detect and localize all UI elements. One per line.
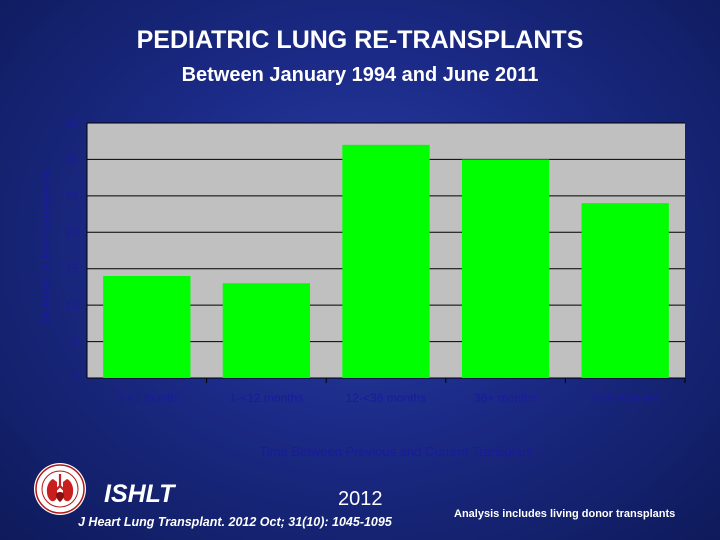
y-tick-label: 5 <box>72 335 79 349</box>
x-tick-label: 36+ months <box>474 391 537 405</box>
org-name: ISHLT <box>104 480 175 508</box>
y-tick-label: 0 <box>72 371 79 385</box>
bar <box>222 283 311 378</box>
x-tick-label: Not reported <box>592 391 659 405</box>
y-tick-label: 20 <box>66 225 80 239</box>
y-tick-label: 35 <box>66 116 80 130</box>
y-tick-label: 25 <box>66 189 80 203</box>
bar <box>581 203 669 378</box>
y-axis-label: Number of Re-Transplants <box>38 169 53 322</box>
y-tick-labels: 0 5 10 15 20 25 30 35 <box>66 116 80 385</box>
chart-title: PEDIATRIC LUNG RE-TRANSPLANTS <box>136 26 584 54</box>
bar <box>461 159 550 378</box>
footnote: Analysis includes living donor transplan… <box>454 508 676 520</box>
y-tick-label: 10 <box>66 298 80 312</box>
x-tick-label: 0-<1 month <box>116 391 177 405</box>
bar <box>342 144 430 378</box>
ishlt-logo-icon <box>34 463 86 515</box>
journal-citation: J Heart Lung Transplant. 2012 Oct; 31(10… <box>78 515 392 529</box>
x-tick-labels: 0-<1 month 1-<12 months 12-<36 months 36+ m… <box>116 378 686 405</box>
chart-subtitle: Between January 1994 and June 2011 <box>181 64 539 86</box>
publication-year: 2012 <box>338 488 383 510</box>
x-tick-label: 12-<36 months <box>346 391 426 405</box>
bar <box>103 276 191 378</box>
bars <box>103 144 669 378</box>
y-tick-label: 30 <box>66 152 80 166</box>
y-tick-label: 15 <box>66 262 80 276</box>
x-tick-label: 1-<12 months <box>230 391 304 405</box>
x-axis-label: Time Between Previous and Current Transp… <box>259 444 533 459</box>
